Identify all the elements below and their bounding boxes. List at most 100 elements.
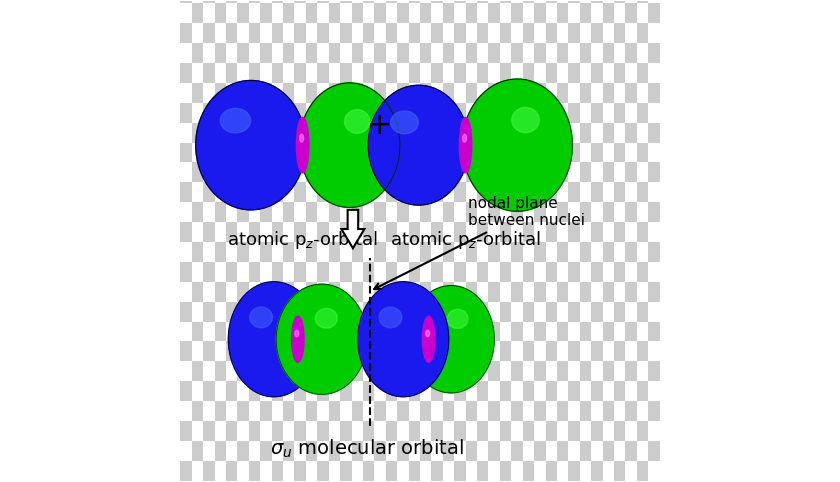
Bar xyxy=(522,3,534,23)
Bar xyxy=(465,182,477,202)
Bar xyxy=(408,222,420,242)
Bar xyxy=(363,143,375,162)
Bar xyxy=(580,0,591,3)
Bar xyxy=(569,202,580,222)
Bar xyxy=(181,23,192,43)
Bar xyxy=(249,242,260,262)
Bar xyxy=(580,202,591,222)
Bar xyxy=(659,242,671,262)
Bar xyxy=(614,162,626,182)
Bar xyxy=(512,362,522,381)
Bar xyxy=(465,23,477,43)
Bar xyxy=(328,63,340,83)
Bar xyxy=(637,123,648,143)
Bar xyxy=(214,43,226,63)
Bar xyxy=(512,441,522,461)
Bar xyxy=(408,441,420,461)
Bar xyxy=(328,341,340,362)
Bar xyxy=(226,222,238,242)
Bar xyxy=(648,222,659,242)
Bar xyxy=(408,0,420,3)
Bar xyxy=(295,0,306,3)
Bar xyxy=(328,123,340,143)
Bar xyxy=(659,23,671,43)
Bar xyxy=(351,362,363,381)
Bar xyxy=(238,461,249,481)
Bar xyxy=(420,182,432,202)
Bar xyxy=(271,302,283,321)
Bar xyxy=(443,103,454,123)
Bar xyxy=(614,43,626,63)
Bar xyxy=(214,123,226,143)
Bar xyxy=(238,341,249,362)
Bar xyxy=(386,222,397,242)
Bar xyxy=(226,461,238,481)
Bar xyxy=(295,3,306,23)
Ellipse shape xyxy=(249,307,272,328)
Bar xyxy=(249,103,260,123)
Bar xyxy=(602,162,614,182)
Bar xyxy=(591,321,602,341)
Bar xyxy=(318,461,328,481)
Bar xyxy=(283,321,295,341)
Bar xyxy=(181,143,192,162)
Bar xyxy=(408,182,420,202)
Bar xyxy=(363,262,375,282)
Bar xyxy=(181,182,192,202)
Bar xyxy=(351,461,363,481)
Bar xyxy=(181,103,192,123)
Bar xyxy=(397,461,408,481)
Bar xyxy=(249,341,260,362)
Bar xyxy=(534,182,545,202)
Ellipse shape xyxy=(462,79,572,211)
Bar xyxy=(271,421,283,441)
Bar xyxy=(271,162,283,182)
Bar xyxy=(637,262,648,282)
Bar xyxy=(260,63,271,83)
Bar xyxy=(203,321,214,341)
Bar xyxy=(489,222,500,242)
Bar xyxy=(465,43,477,63)
Bar xyxy=(306,202,318,222)
Bar xyxy=(626,441,637,461)
Bar xyxy=(659,341,671,362)
Bar xyxy=(534,421,545,441)
Bar xyxy=(557,123,569,143)
Bar xyxy=(534,63,545,83)
Bar xyxy=(408,3,420,23)
Bar xyxy=(648,123,659,143)
Bar xyxy=(465,83,477,103)
Bar xyxy=(408,103,420,123)
Bar xyxy=(260,143,271,162)
Bar xyxy=(318,262,328,282)
Bar xyxy=(328,202,340,222)
Bar xyxy=(283,202,295,222)
Bar xyxy=(271,441,283,461)
Bar xyxy=(249,222,260,242)
Bar xyxy=(602,202,614,222)
Bar xyxy=(454,302,465,321)
Bar xyxy=(602,103,614,123)
Bar xyxy=(226,262,238,282)
Bar xyxy=(283,262,295,282)
Bar xyxy=(569,143,580,162)
Bar xyxy=(454,282,465,302)
Bar xyxy=(386,202,397,222)
Bar xyxy=(226,341,238,362)
Bar xyxy=(340,282,351,302)
Bar xyxy=(614,63,626,83)
Bar xyxy=(328,0,340,3)
Bar xyxy=(420,162,432,182)
Bar xyxy=(386,381,397,401)
Bar xyxy=(386,341,397,362)
Bar xyxy=(522,461,534,481)
Bar xyxy=(192,23,203,43)
Bar xyxy=(477,0,489,3)
Bar xyxy=(397,83,408,103)
Bar xyxy=(512,242,522,262)
Bar xyxy=(465,381,477,401)
Bar xyxy=(545,262,557,282)
Bar xyxy=(569,123,580,143)
Bar xyxy=(569,362,580,381)
Bar xyxy=(295,182,306,202)
